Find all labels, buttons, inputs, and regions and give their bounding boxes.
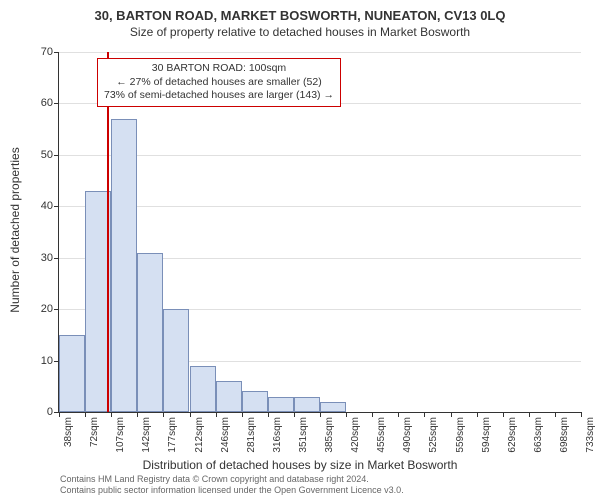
xtick-mark (137, 412, 138, 417)
histogram-bar (216, 381, 242, 412)
histogram-bar (163, 309, 189, 412)
gridline (59, 52, 581, 53)
gridline (59, 206, 581, 207)
histogram-bar (111, 119, 137, 412)
chart-title: 30, BARTON ROAD, MARKET BOSWORTH, NUNEAT… (0, 0, 600, 23)
xtick-mark (398, 412, 399, 417)
xtick-mark (424, 412, 425, 417)
xtick-label: 177sqm (167, 417, 178, 453)
xtick-label: 559sqm (455, 417, 466, 453)
ytick-label: 10 (23, 355, 53, 367)
xtick-label: 38sqm (63, 417, 74, 447)
xtick-label: 420sqm (350, 417, 361, 453)
xtick-mark (529, 412, 530, 417)
xtick-label: 316sqm (272, 417, 283, 453)
xtick-label: 281sqm (246, 417, 257, 453)
histogram-bar (294, 397, 320, 412)
ytick-label: 20 (23, 303, 53, 315)
xtick-mark (581, 412, 582, 417)
xtick-label: 490sqm (402, 417, 413, 453)
histogram-bar (137, 253, 163, 412)
xtick-mark (268, 412, 269, 417)
xtick-label: 351sqm (298, 417, 309, 453)
xtick-label: 385sqm (324, 417, 335, 453)
xtick-mark (346, 412, 347, 417)
xtick-mark (294, 412, 295, 417)
xtick-mark (111, 412, 112, 417)
gridline (59, 155, 581, 156)
annotation-line1: 30 BARTON ROAD: 100sqm (104, 62, 334, 76)
xtick-mark (503, 412, 504, 417)
xtick-label: 107sqm (115, 417, 126, 453)
ytick-label: 70 (23, 46, 53, 58)
xtick-mark (372, 412, 373, 417)
plot-region: 30 BARTON ROAD: 100sqm ← 27% of detached… (58, 52, 581, 413)
ytick-mark (54, 155, 59, 156)
annotation-line2: ← 27% of detached houses are smaller (52… (104, 76, 334, 90)
attribution-line1: Contains HM Land Registry data © Crown c… (60, 474, 404, 485)
xtick-mark (555, 412, 556, 417)
annotation-line3: 73% of semi-detached houses are larger (… (104, 89, 334, 103)
xtick-mark (320, 412, 321, 417)
annotation-box: 30 BARTON ROAD: 100sqm ← 27% of detached… (97, 58, 341, 107)
ytick-label: 40 (23, 200, 53, 212)
xtick-label: 455sqm (376, 417, 387, 453)
xtick-label: 594sqm (481, 417, 492, 453)
ytick-label: 60 (23, 97, 53, 109)
y-axis-label: Number of detached properties (8, 147, 22, 312)
xtick-label: 698sqm (559, 417, 570, 453)
ytick-label: 0 (23, 406, 53, 418)
xtick-label: 212sqm (194, 417, 205, 453)
xtick-mark (85, 412, 86, 417)
xtick-mark (163, 412, 164, 417)
histogram-bar (190, 366, 216, 412)
ytick-mark (54, 309, 59, 310)
x-axis-label: Distribution of detached houses by size … (0, 458, 600, 472)
xtick-label: 629sqm (507, 417, 518, 453)
xtick-label: 72sqm (89, 417, 100, 447)
attribution-line2: Contains public sector information licen… (60, 485, 404, 496)
xtick-mark (190, 412, 191, 417)
xtick-label: 663sqm (533, 417, 544, 453)
xtick-label: 733sqm (585, 417, 596, 453)
histogram-bar (320, 402, 346, 412)
chart-plot-area: 30 BARTON ROAD: 100sqm ← 27% of detached… (58, 52, 580, 412)
xtick-mark (216, 412, 217, 417)
xtick-label: 246sqm (220, 417, 231, 453)
xtick-label: 142sqm (141, 417, 152, 453)
attribution-text: Contains HM Land Registry data © Crown c… (60, 474, 404, 496)
chart-subtitle: Size of property relative to detached ho… (0, 23, 600, 43)
xtick-mark (59, 412, 60, 417)
xtick-mark (242, 412, 243, 417)
xtick-mark (477, 412, 478, 417)
xtick-label: 525sqm (428, 417, 439, 453)
ytick-mark (54, 103, 59, 104)
histogram-bar (242, 391, 268, 412)
ytick-label: 50 (23, 149, 53, 161)
ytick-mark (54, 258, 59, 259)
histogram-bar (59, 335, 85, 412)
xtick-mark (451, 412, 452, 417)
ytick-mark (54, 206, 59, 207)
ytick-mark (54, 52, 59, 53)
histogram-bar (268, 397, 294, 412)
ytick-label: 30 (23, 252, 53, 264)
